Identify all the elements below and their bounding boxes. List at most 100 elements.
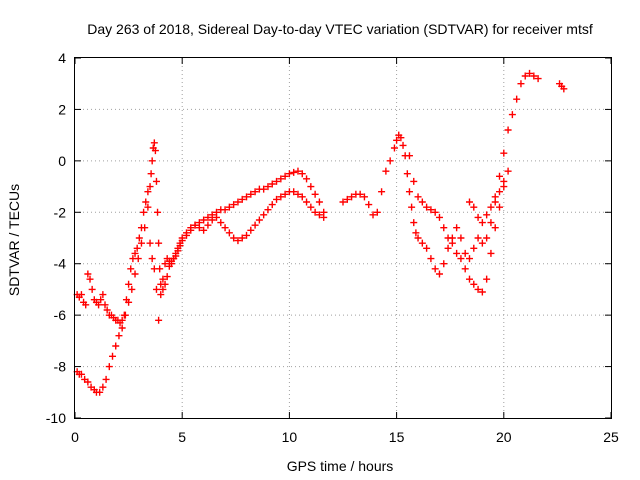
data-point: [118, 316, 126, 324]
grid: [75, 58, 611, 418]
data-point: [465, 198, 473, 206]
data-point: [204, 213, 212, 221]
data-point: [399, 141, 407, 149]
data-point: [483, 234, 491, 242]
data-point: [251, 188, 259, 196]
data-point: [182, 229, 190, 237]
data-point: [277, 193, 285, 201]
chart-title: Day 263 of 2018, Sidereal Day-to-day VTE…: [87, 21, 593, 37]
series-mtsf-track-d: [405, 152, 512, 296]
data-point: [151, 147, 159, 155]
data-point: [487, 249, 495, 257]
data-point: [120, 311, 128, 319]
data-point: [465, 255, 473, 263]
data-point: [230, 201, 238, 209]
data-point: [440, 224, 448, 232]
data-point: [517, 80, 525, 88]
data-point: [178, 234, 186, 242]
data-point: [560, 85, 568, 93]
data-point: [303, 175, 311, 183]
data-point: [453, 249, 461, 257]
data-point: [146, 239, 154, 247]
data-point: [103, 306, 111, 314]
x-tick-label: 0: [71, 429, 79, 445]
data-point: [161, 280, 169, 288]
data-point: [290, 168, 298, 176]
data-point: [172, 249, 180, 257]
data-point: [412, 229, 420, 237]
data-point: [303, 198, 311, 206]
y-tick-label: -6: [54, 307, 67, 323]
data-point: [135, 234, 143, 242]
data-point: [140, 208, 148, 216]
data-point: [315, 211, 323, 219]
data-point: [84, 378, 92, 386]
data-point: [423, 203, 431, 211]
data-point: [221, 224, 229, 232]
data-point: [470, 203, 478, 211]
data-point: [474, 285, 482, 293]
data-point: [144, 203, 152, 211]
data-point: [277, 175, 285, 183]
data-point: [204, 221, 212, 229]
data-point: [129, 255, 137, 263]
data-point: [187, 224, 195, 232]
data-point: [200, 216, 208, 224]
data-point: [255, 216, 263, 224]
data-point: [281, 190, 289, 198]
data-point: [243, 231, 251, 239]
data-point: [238, 195, 246, 203]
data-point: [213, 213, 221, 221]
data-point: [496, 203, 504, 211]
data-point: [97, 296, 105, 304]
data-point: [474, 234, 482, 242]
data-point: [294, 167, 302, 175]
data-point: [273, 177, 281, 185]
data-point: [461, 249, 469, 257]
data-point: [534, 75, 542, 83]
data-point: [273, 195, 281, 203]
data-point: [109, 352, 117, 360]
data-point: [513, 95, 521, 103]
data-point: [268, 201, 276, 209]
data-point: [234, 198, 242, 206]
data-point: [105, 363, 113, 371]
data-point: [221, 206, 229, 214]
data-point: [478, 288, 486, 296]
data-point: [435, 270, 443, 278]
data-point: [356, 190, 364, 198]
data-point: [122, 296, 130, 304]
data-point: [405, 152, 413, 160]
data-point: [247, 190, 255, 198]
data-point: [348, 193, 356, 201]
data-point: [410, 219, 418, 227]
data-point: [410, 177, 418, 185]
data-point: [167, 260, 175, 268]
data-point: [397, 134, 405, 142]
data-point: [414, 234, 422, 242]
data-point: [127, 265, 135, 273]
data-point: [148, 157, 156, 165]
y-tick-label: -10: [46, 410, 66, 426]
data-point: [77, 370, 85, 378]
data-point: [414, 193, 422, 201]
data-point: [118, 324, 126, 332]
data-point: [508, 111, 516, 119]
data-point: [496, 172, 504, 180]
data-point: [457, 234, 465, 242]
data-point: [243, 193, 251, 201]
data-point: [131, 270, 139, 278]
data-point: [530, 72, 538, 80]
data-point: [102, 375, 110, 383]
series-mtsf-track-e: [465, 177, 508, 227]
data-point: [365, 201, 373, 209]
data-point: [238, 234, 246, 242]
data-point: [457, 255, 465, 263]
y-tick-label: 0: [58, 153, 66, 169]
y-tick-label: -8: [54, 359, 67, 375]
data-point: [307, 203, 315, 211]
data-point: [483, 275, 491, 283]
data-point: [191, 221, 199, 229]
data-point: [339, 198, 347, 206]
data-point: [491, 224, 499, 232]
